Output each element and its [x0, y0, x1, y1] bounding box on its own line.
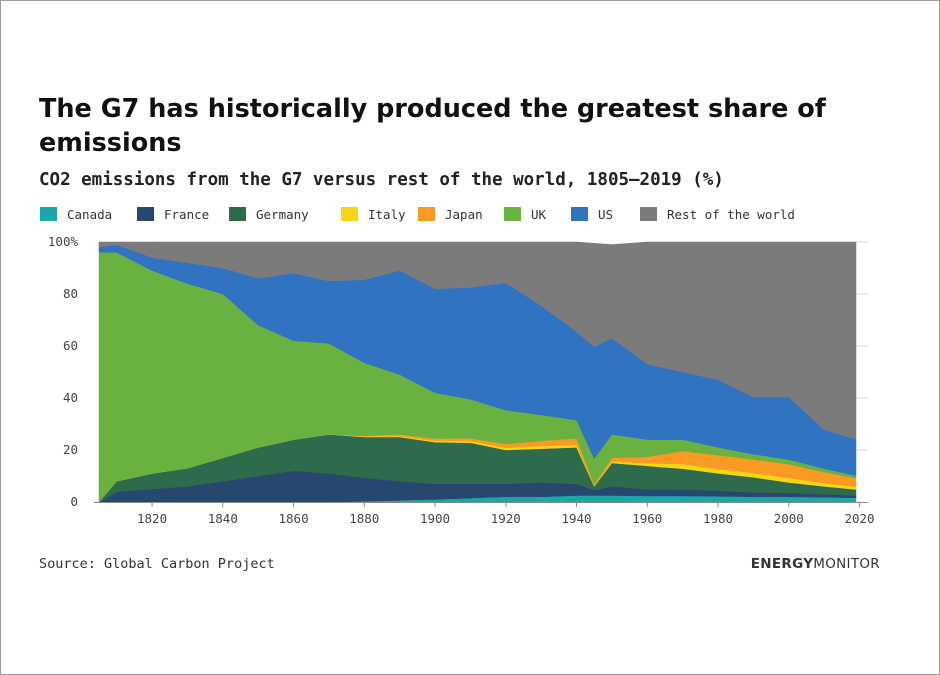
legend-item-canada: Canada [40, 204, 112, 224]
legend-swatch-canada [40, 207, 57, 221]
brand-logo: ENERGYMONITOR [751, 556, 880, 572]
y-tick-label-80: 80 [63, 286, 78, 301]
legend-item-us: US [571, 204, 613, 224]
x-tick-label-1880: 1880 [349, 511, 379, 526]
x-tick-label-1940: 1940 [561, 511, 591, 526]
legend-item-japan: Japan [418, 204, 483, 224]
area-rest-of-the-world [98, 241, 857, 440]
x-tick-label-1960: 1960 [632, 511, 662, 526]
legend-label-us: US [598, 206, 614, 222]
legend-swatch-italy [341, 207, 358, 221]
legend-item-germany: Germany [229, 204, 309, 224]
brand-regular: MONITOR [813, 556, 880, 572]
legend-label-italy: Italy [368, 206, 406, 222]
legend-label-uk: UK [531, 206, 547, 222]
legend-swatch-france [137, 207, 154, 221]
chart-subtitle: CO2 emissions from the G7 versus rest of… [39, 170, 724, 190]
chart-legend: Canada France Germany Italy Japan UK US Rest of… [40, 204, 900, 224]
legend-swatch-japan [418, 207, 435, 221]
brand-bold: ENERGY [750, 556, 814, 572]
x-tick-label-2020: 2020 [844, 511, 874, 526]
legend-label-germany: Germany [256, 206, 309, 222]
x-tick-label-1920: 1920 [491, 511, 521, 526]
y-tick-label-100: 100% [48, 234, 79, 249]
x-tick-label-1860: 1860 [279, 511, 309, 526]
legend-label-rest-of-the-world: Rest of the world [667, 206, 795, 222]
area-series-group [98, 241, 857, 503]
legend-label-canada: Canada [67, 206, 113, 222]
legend-swatch-uk [504, 207, 521, 221]
legend-item-france: France [137, 204, 209, 224]
x-tick-label-1820: 1820 [137, 511, 167, 526]
legend-swatch-rest-of-the-world [640, 207, 657, 221]
x-tick-label-1900: 1900 [420, 511, 450, 526]
x-tick-label-2000: 2000 [774, 511, 804, 526]
legend-swatch-germany [229, 207, 246, 221]
source-note: Source: Global Carbon Project [39, 556, 275, 572]
legend-swatch-us [571, 207, 588, 221]
legend-item-rest-of-the-world: Rest of the world [640, 204, 795, 224]
x-tick-label-1840: 1840 [208, 511, 238, 526]
legend-item-uk: UK [504, 204, 546, 224]
x-tick-label-1980: 1980 [703, 511, 733, 526]
chart-title: The G7 has historically produced the gre… [39, 94, 826, 158]
y-tick-label-60: 60 [63, 338, 78, 353]
legend-label-japan: Japan [445, 206, 483, 222]
y-tick-label-20: 20 [63, 442, 78, 457]
y-tick-label-40: 40 [63, 390, 78, 405]
legend-label-france: France [164, 206, 210, 222]
y-tick-label-0: 0 [70, 494, 78, 509]
legend-item-italy: Italy [341, 204, 406, 224]
